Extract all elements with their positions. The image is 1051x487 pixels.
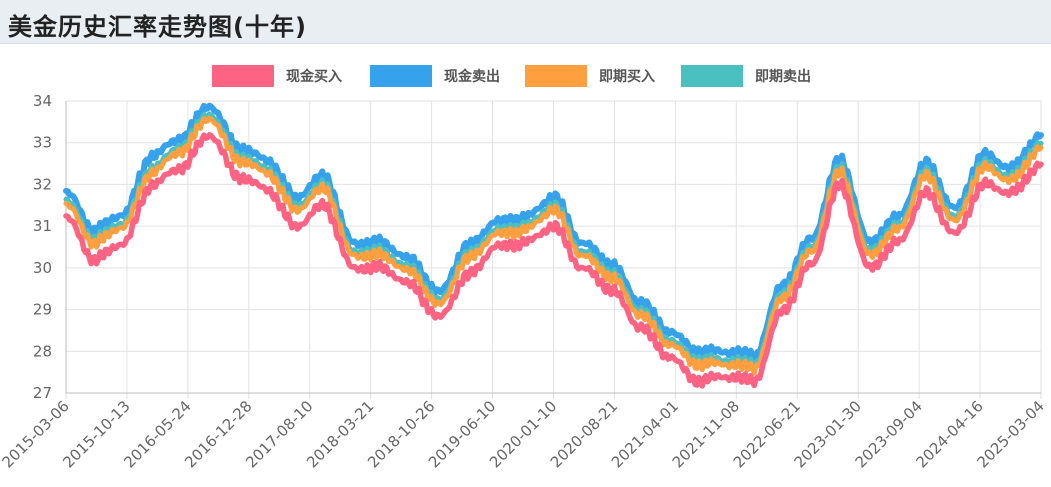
legend-label: 现金买入	[286, 69, 342, 85]
legend-label: 即期买入	[599, 69, 655, 85]
legend-label: 现金卖出	[444, 69, 500, 85]
series-line-0	[63, 132, 1044, 389]
y-tick-label: 27	[33, 384, 52, 402]
legend-swatch	[681, 65, 743, 87]
y-tick-label: 28	[33, 342, 52, 360]
legend-swatch	[525, 65, 587, 87]
y-tick-label: 31	[33, 217, 52, 235]
y-tick-label: 29	[33, 301, 52, 319]
legend-label: 即期卖出	[755, 69, 811, 85]
y-tick-label: 34	[33, 92, 52, 110]
legend-swatch	[212, 65, 274, 87]
y-tick-label: 30	[33, 259, 52, 277]
title-bar: 美金历史汇率走势图(十年)	[0, 0, 1051, 44]
y-tick-label: 32	[33, 175, 52, 193]
chart-legend: 现金买入 现金卖出 即期买入 即期卖出	[0, 64, 1051, 90]
legend-swatch	[370, 65, 432, 87]
page-title: 美金历史汇率走势图(十年)	[8, 13, 307, 41]
y-tick-label: 33	[33, 134, 52, 152]
series-line-2	[63, 115, 1044, 376]
